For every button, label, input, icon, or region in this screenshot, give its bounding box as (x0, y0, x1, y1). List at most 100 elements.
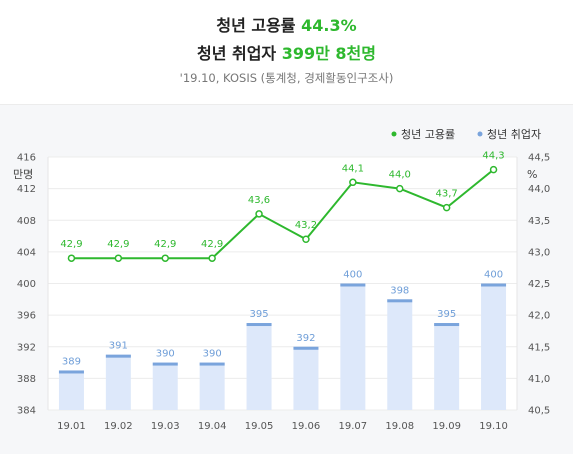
bar-cap (199, 362, 225, 366)
right-tick-label: 41,0 (528, 374, 550, 385)
right-tick-label: 43,0 (528, 247, 550, 258)
bar-cap (387, 299, 413, 303)
bar-cap (340, 283, 366, 287)
bar-data-label: 389 (62, 356, 81, 367)
bar-19.04 (199, 362, 225, 410)
line-point-19.04 (208, 254, 216, 262)
employment-rate-value: 44.3% (301, 16, 357, 35)
left-tick-label: 392 (17, 342, 36, 353)
right-tick-label: 44,5 (528, 153, 550, 164)
bar-19.07 (340, 283, 366, 410)
line-point-19.06 (302, 235, 310, 243)
line-data-label: 44,1 (342, 163, 364, 174)
bar-cap (105, 354, 131, 358)
line-data-label: 42,9 (107, 239, 129, 250)
x-tick-label: 19.05 (245, 421, 274, 432)
left-tick-label: 400 (17, 279, 36, 290)
x-tick-label: 19.06 (292, 421, 321, 432)
line-point-19.10 (489, 165, 498, 174)
combo-chart: 청년 고용률 청년 취업자 만명% 389 391 390 390 395 392 400 39… (13, 128, 550, 432)
line-data-label: 42,9 (60, 239, 82, 250)
bar-data-label: 398 (390, 285, 409, 296)
employment-rate-line (71, 168, 495, 260)
bar-19.08 (387, 299, 413, 410)
left-tick-label: 404 (17, 247, 36, 258)
bar-19.02 (105, 354, 131, 410)
bar-data-label: 395 (437, 309, 456, 320)
bar-data-label: 400 (343, 270, 362, 281)
employed-title: 청년 취업자 (196, 44, 277, 63)
right-tick-label: 40,5 (528, 406, 550, 417)
bar-19.06 (293, 346, 319, 410)
bar-cap (246, 323, 272, 327)
line-data-label: 43,6 (248, 195, 270, 206)
x-axis: 19.01 19.02 19.03 19.04 19.05 19.06 19.07 19.08… (57, 421, 508, 432)
bar-data-label: 391 (109, 341, 128, 352)
x-tick-label: 19.08 (385, 421, 414, 432)
bar-19.10 (481, 283, 507, 410)
right-tick-label: 42,0 (528, 311, 550, 322)
bar-cap (434, 323, 460, 327)
right-tick-label: 44,0 (528, 184, 550, 195)
right-axis: 40,5 41,0 41,5 42,0 42,5 43,0 43,5 44,0 44,5 (516, 153, 550, 417)
bar-cap (58, 370, 84, 374)
x-tick-label: 19.03 (151, 421, 180, 432)
axis-units: 만명% (13, 168, 537, 181)
bar-19.09 (434, 323, 460, 410)
right-tick-label: 41,5 (528, 342, 550, 353)
right-axis-unit: % (527, 168, 537, 181)
bar-cap (152, 362, 178, 366)
legend-marker-0 (391, 131, 397, 137)
legend-label-0: 청년 고용률 (401, 128, 455, 141)
x-tick-label: 19.09 (432, 421, 461, 432)
line-data-label: 43,2 (295, 220, 317, 231)
x-tick-label: 19.04 (198, 421, 227, 432)
x-tick-label: 19.07 (339, 421, 368, 432)
line-point-19.08 (396, 184, 404, 193)
bar-data-label: 395 (250, 309, 269, 320)
right-tick-label: 42,5 (528, 279, 550, 290)
left-axis: 384 388 392 396 400 404 408 412 416 (17, 153, 49, 417)
line-data-label: 44,0 (389, 170, 411, 181)
bar-series: 389 391 390 390 395 392 400 398 395 400 (58, 270, 507, 410)
left-tick-label: 412 (17, 184, 36, 195)
line-point-19.09 (442, 203, 451, 212)
bar-19.05 (246, 323, 272, 410)
source-note: '19.10, KOSIS (통계청, 경제활동인구조사) (179, 71, 394, 85)
left-axis-unit: 만명 (13, 168, 33, 181)
line-data-label: 44,3 (482, 151, 504, 162)
line-point-19.01 (67, 254, 76, 262)
line-point-19.05 (255, 210, 263, 218)
chart-header: 청년 고용률 44.3% 청년 취업자 399만 8천명 '19.10, KOS… (0, 0, 573, 104)
header-divider (0, 104, 573, 105)
left-tick-label: 388 (17, 374, 36, 385)
chart-panel: 청년 고용률 청년 취업자 만명% 389 391 390 390 395 392 400 39… (0, 105, 573, 454)
legend-marker-1 (477, 131, 483, 137)
line-point-19.03 (161, 254, 169, 262)
legend-label-1: 청년 취업자 (487, 128, 541, 141)
employed-value: 399만 8천명 (281, 44, 376, 63)
bar-cap (481, 283, 507, 287)
bar-19.01 (58, 370, 84, 410)
headline-employment-rate: 청년 고용률 44.3% (0, 12, 573, 36)
line-point-19.07 (349, 178, 357, 187)
line-data-label: 43,7 (436, 189, 458, 200)
line-series: 42,9 42,9 42,9 42,9 43,6 43,2 44,1 44,0 43,7 44,3 (60, 151, 505, 262)
headline-employed: 청년 취업자 399만 8천명 (0, 40, 573, 64)
left-tick-label: 416 (17, 153, 36, 164)
line-point-19.02 (114, 254, 123, 262)
left-tick-label: 396 (17, 311, 36, 322)
x-tick-label: 19.01 (57, 421, 86, 432)
right-tick-label: 43,5 (528, 216, 550, 227)
x-tick-label: 19.10 (479, 421, 508, 432)
bar-data-label: 400 (484, 270, 503, 281)
bar-data-label: 392 (296, 333, 315, 344)
employment-rate-title: 청년 고용률 (216, 16, 296, 35)
x-tick-label: 19.02 (104, 421, 133, 432)
bar-19.03 (152, 362, 178, 410)
bar-data-label: 390 (156, 349, 175, 360)
bar-data-label: 390 (203, 349, 222, 360)
line-data-label: 42,9 (154, 239, 176, 250)
left-tick-label: 408 (17, 216, 36, 227)
bar-cap (293, 346, 319, 350)
